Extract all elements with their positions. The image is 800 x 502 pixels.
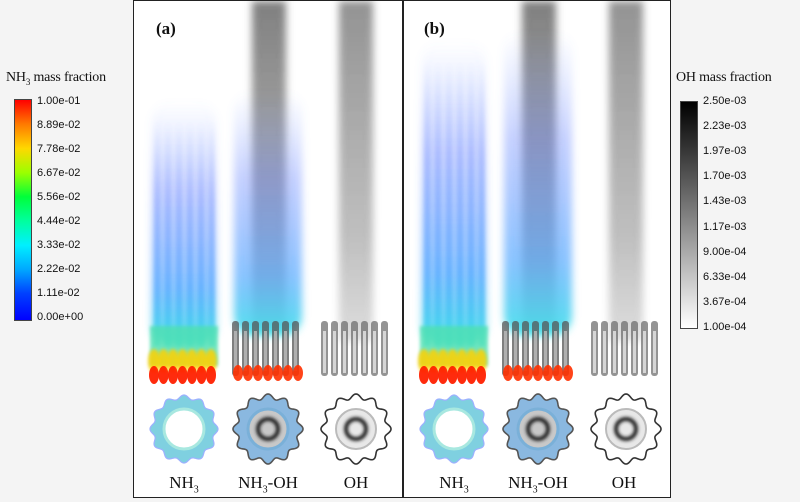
nh3-oh-cross-section — [502, 393, 574, 465]
panel-a-label: (a) — [156, 19, 176, 38]
panel-b: (b) NH3 NH3-OH OH — [403, 0, 671, 498]
nh3-cross-section — [149, 394, 219, 464]
oh-plume — [591, 1, 658, 376]
nh3-legend-title: NH3 mass fraction — [6, 70, 106, 87]
panel-a-simulation-image — [148, 1, 392, 465]
oh-cross-section — [320, 393, 392, 465]
oh-tick-label: 1.00e-04 — [703, 321, 747, 333]
oh-plume — [321, 1, 388, 376]
oh-tick-label: 1.17e-03 — [703, 220, 747, 233]
oh-tick-label: 1.70e-03 — [703, 170, 747, 183]
nh3-tick-label: 6.67e-02 — [37, 167, 81, 179]
panel-b-case-nh3-oh: NH3-OH — [508, 473, 568, 496]
nh3-tick-label: 1.00e-01 — [37, 95, 81, 107]
panel-a-case-nh3: NH3 — [169, 473, 199, 496]
oh-tick-label: 6.33e-04 — [703, 270, 747, 283]
oh-colorbar — [680, 101, 698, 329]
panel-b-case-oh: OH — [611, 473, 637, 492]
panel-b-label: (b) — [424, 19, 445, 38]
nh3-tick-label: 5.56e-02 — [37, 191, 81, 203]
panel-a-case-oh: OH — [343, 473, 369, 492]
nh3-tick-label: 1.11e-02 — [37, 287, 80, 299]
nh3-colorbar — [14, 99, 32, 321]
oh-tick-label: 1.97e-03 — [703, 145, 747, 158]
oh-tick-label: 9.00e-04 — [703, 245, 747, 258]
oh-tick-label: 2.50e-03 — [703, 95, 747, 107]
nh3-oh-plume — [232, 1, 303, 381]
oh-tick-label: 1.43e-03 — [703, 195, 747, 208]
oh-cross-section — [590, 393, 662, 465]
nh3-oh-plume — [502, 1, 573, 381]
oh-legend-title: OH mass fraction — [676, 70, 772, 85]
panel-a-case-nh3-oh: NH3-OH — [238, 473, 298, 496]
panel-a: (a) NH3 NH3-OH OH — [133, 0, 403, 498]
nh3-tick-label: 0.00e+00 — [37, 311, 84, 323]
nh3-tick-label: 3.33e-02 — [37, 239, 81, 251]
nh3-tick-label: 8.89e-02 — [37, 119, 81, 131]
nh3-plume — [418, 41, 488, 384]
panel-b-simulation-image — [418, 1, 662, 465]
nh3-cross-section — [419, 394, 489, 464]
nh3-tick-label: 7.78e-02 — [37, 143, 81, 155]
oh-tick-label: 3.67e-04 — [703, 295, 747, 308]
nh3-tick-label: 2.22e-02 — [37, 263, 81, 275]
panel-b-case-nh3: NH3 — [439, 473, 469, 496]
oh-tick-label: 2.23e-03 — [703, 120, 747, 133]
nh3-oh-cross-section — [232, 393, 304, 465]
nh3-plume — [148, 101, 218, 384]
nh3-tick-label: 4.44e-02 — [37, 215, 81, 227]
